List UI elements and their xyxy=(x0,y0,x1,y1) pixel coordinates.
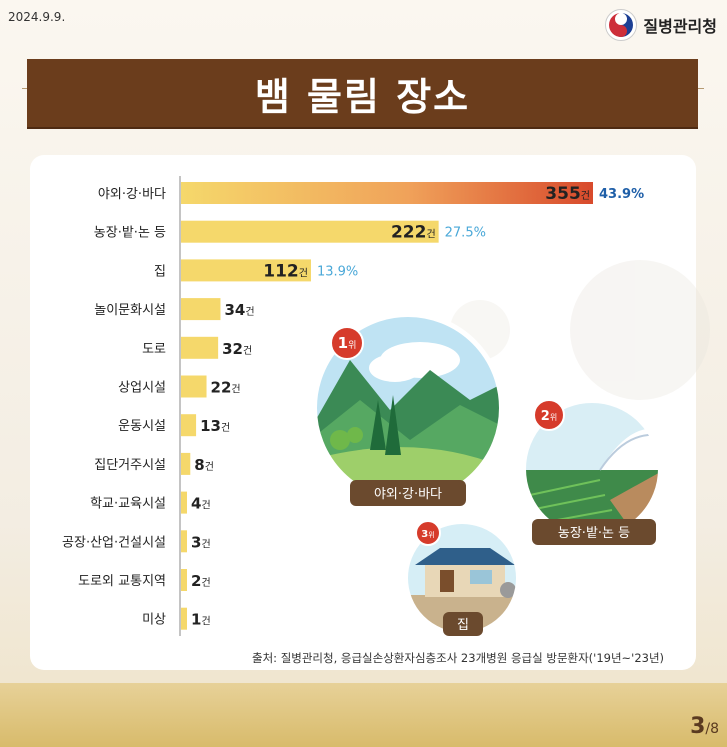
category-label: 학교·교육시설 xyxy=(90,497,166,512)
category-label: 집 xyxy=(154,264,166,279)
category-label: 도로 xyxy=(142,342,166,357)
brand-name: 질병관리청 xyxy=(643,17,717,36)
bar xyxy=(181,530,187,553)
rank1-badge xyxy=(330,326,364,360)
rank1-caption-box xyxy=(350,480,466,506)
percent-label: 43.9% xyxy=(599,187,644,202)
source-note: 출처: 질병관리청, 응급실손상환자심층조사 23개병원 응급실 방문환자('1… xyxy=(252,651,665,665)
page-total: /8 xyxy=(705,721,719,737)
value-label: 13건 xyxy=(200,417,230,435)
category-label: 상업시설 xyxy=(118,381,166,396)
value-label: 2건 xyxy=(191,572,211,590)
bar xyxy=(181,182,593,204)
brand-logo[interactable]: 질병관리청 xyxy=(605,9,717,41)
rank1-badge-suffix: 위 xyxy=(348,340,356,351)
svg-text:1위: 1위 xyxy=(338,334,357,352)
percent-label: 13.9% xyxy=(317,264,358,279)
category-label: 농장·밭·논 등 xyxy=(94,226,166,241)
publish-date: 2024.9.9. xyxy=(8,10,66,24)
bar xyxy=(181,375,207,398)
title-banner: 뱀 물림 장소 xyxy=(27,59,698,127)
bar xyxy=(181,336,219,359)
rank2-caption: 농장·밭·논 등 xyxy=(558,526,630,541)
rank3-badge-number: 3 xyxy=(421,529,428,540)
value-label: 8건 xyxy=(194,456,214,474)
rank2-badge xyxy=(533,399,565,431)
rank1-badge-number: 1 xyxy=(338,334,348,352)
rank3-caption-box xyxy=(443,612,483,636)
page-current: 3 xyxy=(690,714,706,739)
value-label: 32건 xyxy=(222,340,252,358)
value-label: 1건 xyxy=(191,611,211,629)
rank2-badge-number: 2 xyxy=(541,409,550,424)
rank2-illustration: 농장·밭·논 등 2위 xyxy=(521,398,663,545)
bar xyxy=(181,259,311,282)
value-label: 4건 xyxy=(191,495,211,513)
bar xyxy=(181,220,439,243)
svg-text:2위: 2위 xyxy=(541,409,557,424)
taegeuk-icon xyxy=(605,9,638,41)
bar xyxy=(181,452,191,475)
bar xyxy=(181,607,187,630)
rank1-caption: 야외·강·바다 xyxy=(374,487,442,502)
category-label: 공장·산업·건설시설 xyxy=(62,535,166,550)
category-label: 집단거주시설 xyxy=(94,458,166,473)
bar xyxy=(181,298,221,321)
rank1-illustration: 야외·강·바다 1위 xyxy=(312,312,504,506)
value-label: 222건 xyxy=(391,223,436,243)
rank3-badge xyxy=(415,520,441,546)
category-label: 미상 xyxy=(142,613,166,628)
rank3-illustration: 집 3위 xyxy=(403,519,521,637)
category-label: 도로외 교통지역 xyxy=(78,574,166,589)
bar xyxy=(181,414,197,437)
footer-meadow xyxy=(0,683,727,747)
rank3-caption: 집 xyxy=(457,618,469,633)
rank3-badge-suffix: 위 xyxy=(428,531,434,539)
percent-label: 27.5% xyxy=(445,226,486,241)
bar xyxy=(181,491,187,514)
value-label: 22건 xyxy=(211,379,241,397)
category-label: 운동시설 xyxy=(118,419,166,434)
bar xyxy=(181,569,187,591)
value-label: 112건 xyxy=(263,261,308,281)
value-label: 355건 xyxy=(545,184,590,204)
page-title: 뱀 물림 장소 xyxy=(254,74,471,119)
category-label: 야외·강·바다 xyxy=(98,187,166,202)
svg-text:3위: 3위 xyxy=(421,529,434,540)
value-label: 3건 xyxy=(191,533,211,551)
category-label: 놀이문화시설 xyxy=(94,303,166,318)
value-label: 34건 xyxy=(224,301,254,319)
rank2-caption-box xyxy=(532,519,656,545)
rank2-badge-suffix: 위 xyxy=(550,413,557,422)
page-indicator: 3/8 xyxy=(690,714,719,739)
